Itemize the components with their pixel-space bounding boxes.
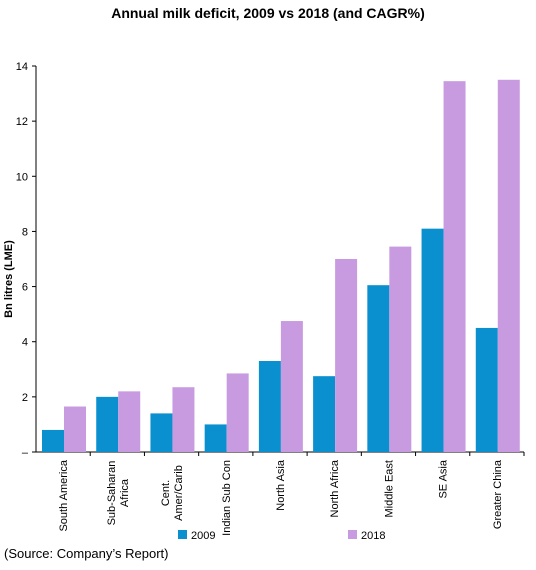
legend-swatch-2009: [178, 530, 187, 539]
x-tick-label: Indian Sub Con: [221, 460, 233, 536]
bar-2009: [313, 376, 336, 452]
bar-2009: [258, 361, 281, 452]
x-tick-label: North Africa: [329, 459, 341, 517]
chart-legend: 2009 2018: [178, 530, 385, 542]
bar-2009: [96, 396, 119, 452]
legend-swatch-2018: [348, 530, 357, 539]
bar-2018: [226, 373, 249, 452]
chart-title: Annual milk deficit, 2009 vs 2018 (and C…: [111, 5, 425, 21]
x-tick-label: Sub-Saharan Africa: [106, 461, 131, 526]
x-axis-labels: South America Sub-Saharan Africa Cent. Amer/…: [58, 459, 504, 536]
bar-2018: [64, 406, 86, 452]
x-tick-label-line: Amer/Carib: [173, 465, 185, 521]
bar-2018: [443, 81, 466, 453]
y-tick-label: 6: [22, 282, 28, 294]
source-note: (Source: Company’s Report): [4, 546, 169, 561]
x-tick-label-line: Indian Sub Con: [221, 460, 233, 536]
y-tick-label: 4: [22, 337, 28, 349]
x-tick-label: North Asia: [275, 459, 287, 511]
x-tick-label: Greater China: [492, 459, 504, 529]
bar-2018: [172, 387, 195, 452]
bar-2018: [335, 259, 358, 452]
x-tick-label: South America: [58, 459, 70, 531]
bar-2009: [367, 285, 390, 452]
bar-2018: [118, 391, 141, 452]
y-tick-label: 8: [22, 226, 28, 238]
y-tick-label: 10: [16, 171, 28, 183]
legend-label-2018: 2018: [361, 530, 385, 542]
bar-2018: [389, 246, 412, 452]
y-tick-label: 12: [16, 116, 28, 128]
bar-2018: [280, 321, 303, 452]
bar-2009: [204, 424, 227, 452]
x-tick-label-line: North Africa: [329, 459, 341, 517]
y-tick-label: –: [22, 447, 29, 459]
bar-2009: [42, 429, 64, 452]
x-tick-label-line: Africa: [119, 478, 131, 507]
y-axis-title: Bn litres (LME): [3, 240, 15, 318]
y-tick-label: 2: [22, 392, 28, 404]
y-tick-label: 14: [16, 61, 28, 73]
x-tick-label-line: Middle East: [383, 460, 395, 517]
bar-2009: [421, 228, 444, 452]
bar-2018: [497, 79, 520, 453]
x-tick-label: Cent. Amer/Carib: [160, 465, 185, 521]
x-tick-label-line: Sub-Saharan: [106, 461, 118, 526]
x-tick-label-line: Greater China: [492, 459, 504, 529]
legend-label-2009: 2009: [191, 530, 215, 542]
x-tick-label: SE Asia: [438, 459, 450, 498]
chart-bars: [42, 79, 520, 453]
bar-2009: [475, 327, 498, 452]
x-tick-label-line: South America: [58, 459, 70, 531]
x-tick-label-line: North Asia: [275, 459, 287, 511]
x-tick-label: Middle East: [383, 460, 395, 517]
x-tick-label-line: SE Asia: [438, 459, 450, 498]
x-tick-label-line: Cent.: [160, 480, 172, 506]
bar-2009: [150, 413, 173, 452]
